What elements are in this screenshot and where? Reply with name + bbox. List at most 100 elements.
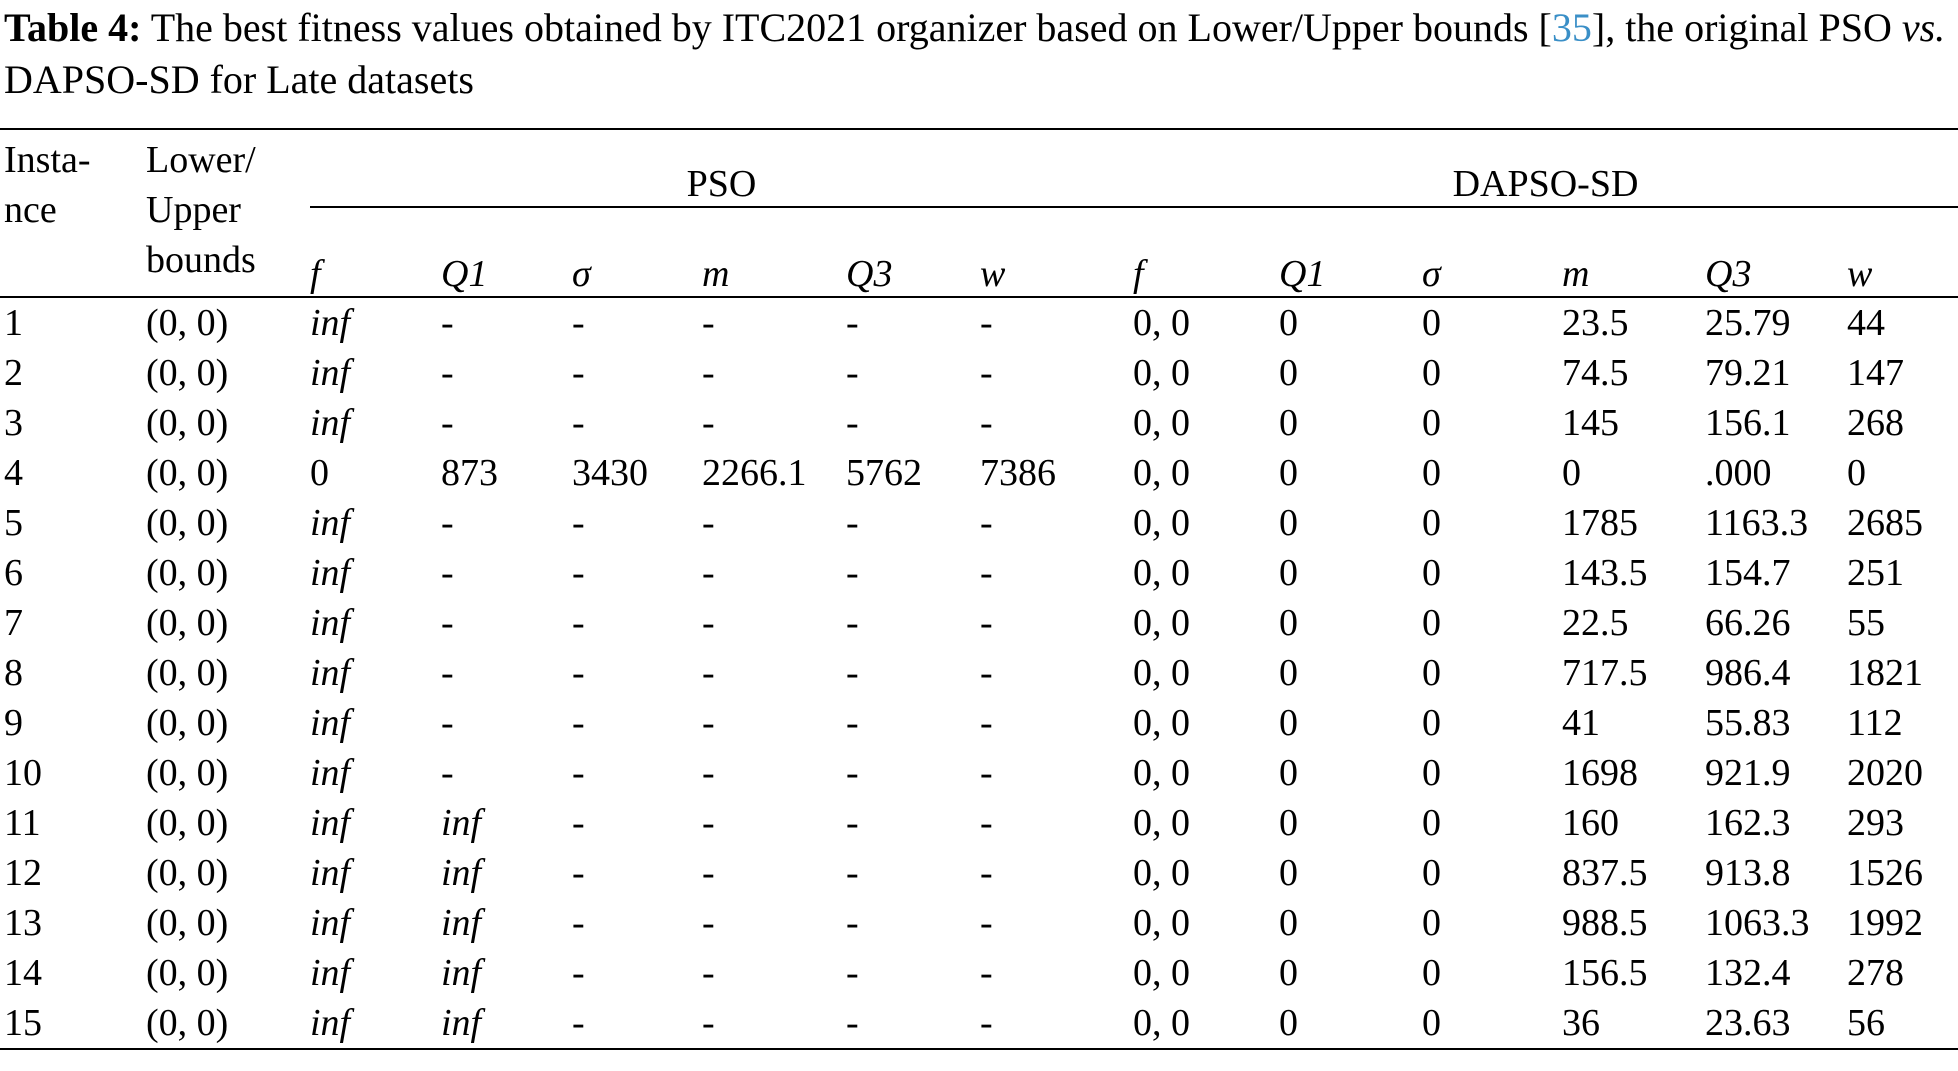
cell-pso-q1: - [441,502,454,544]
header-bounds-line: Lower/ [146,139,256,181]
cell-pso-sigma: - [572,652,585,694]
caption-label: Table 4: [4,5,142,50]
citation-link[interactable]: 35 [1551,5,1592,50]
cell-dapso-w: 1526 [1847,852,1923,894]
cell-pso-sigma: - [572,952,585,994]
header-dapso-q1: Q1 [1279,253,1326,295]
cell-pso-f: inf [310,802,351,844]
cell-instance: 1 [4,302,23,344]
cell-instance: 5 [4,502,23,544]
cell-pso-w: - [980,1002,993,1044]
header-instance-line: Insta- [4,139,91,181]
cell-dapso-f: 0, 0 [1133,752,1190,794]
cell-pso-m: - [702,802,715,844]
cell-pso-w: - [980,302,993,344]
cell-pso-q1: - [441,652,454,694]
cell-pso-w: - [980,952,993,994]
cell-pso-q3: - [846,402,859,444]
cell-instance: 4 [4,452,23,494]
cell-dapso-w: 1992 [1847,902,1923,944]
cell-pso-f: inf [310,1002,351,1044]
cell-dapso-sigma: 0 [1422,352,1441,394]
cell-pso-m: - [702,502,715,544]
cell-dapso-q1: 0 [1279,1002,1298,1044]
caption-text: DAPSO-SD for Late datasets [4,57,474,102]
cell-dapso-w: 44 [1847,302,1885,344]
cell-dapso-f: 0, 0 [1133,652,1190,694]
cell-dapso-f: 0, 0 [1133,1002,1190,1044]
cell-pso-m: - [702,302,715,344]
cell-dapso-sigma: 0 [1422,602,1441,644]
cell-pso-w: - [980,752,993,794]
cell-dapso-w: 0 [1847,452,1866,494]
cell-dapso-m: 988.5 [1562,902,1648,944]
cell-dapso-q1: 0 [1279,302,1298,344]
cell-dapso-f: 0, 0 [1133,902,1190,944]
cell-dapso-f: 0, 0 [1133,452,1190,494]
cell-dapso-f: 0, 0 [1133,552,1190,594]
cell-pso-w: - [980,802,993,844]
cell-bounds: (0, 0) [146,602,229,644]
cell-pso-f: inf [310,902,351,944]
cell-dapso-m: 41 [1562,702,1600,744]
table-row: 2 (0, 0) inf - - - - - 0, 0 0 0 74.5 79.21 147 [0,348,1958,398]
cell-dapso-sigma: 0 [1422,302,1441,344]
cell-instance: 11 [4,802,41,844]
cell-dapso-f: 0, 0 [1133,852,1190,894]
cell-dapso-sigma: 0 [1422,652,1441,694]
cell-dapso-q3: 154.7 [1705,552,1791,594]
header-pso-q3: Q3 [846,253,893,295]
cell-pso-f: inf [310,752,351,794]
header-dapso-q3: Q3 [1705,253,1752,295]
cell-bounds: (0, 0) [146,552,229,594]
table-row: 7 (0, 0) inf - - - - - 0, 0 0 0 22.5 66.26 55 [0,598,1958,648]
cell-dapso-q3: 156.1 [1705,402,1791,444]
cell-bounds: (0, 0) [146,302,229,344]
cell-dapso-w: 55 [1847,602,1885,644]
cell-bounds: (0, 0) [146,702,229,744]
cell-pso-f: inf [310,502,351,544]
cell-bounds: (0, 0) [146,402,229,444]
cell-pso-q3: - [846,352,859,394]
cell-dapso-m: 23.5 [1562,302,1629,344]
table-body: 1 (0, 0) inf - - - - - 0, 0 0 0 23.5 25.79 44 2 (0, 0) i… [0,298,1958,1048]
table-row: 10 (0, 0) inf - - - - - 0, 0 0 0 1698 921.9 2020 [0,748,1958,798]
cell-dapso-sigma: 0 [1422,402,1441,444]
cell-pso-sigma: - [572,902,585,944]
cell-bounds: (0, 0) [146,852,229,894]
cell-dapso-f: 0, 0 [1133,302,1190,344]
cell-pso-q1: - [441,302,454,344]
cell-pso-q1: inf [441,1002,482,1044]
cell-dapso-q3: 25.79 [1705,302,1791,344]
cell-dapso-q1: 0 [1279,602,1298,644]
cell-pso-w: 7386 [980,452,1056,494]
cell-dapso-sigma: 0 [1422,902,1441,944]
cell-pso-m: - [702,702,715,744]
cell-dapso-w: 251 [1847,552,1904,594]
cell-pso-q3: - [846,302,859,344]
cell-dapso-q3: 55.83 [1705,702,1791,744]
table-row: 12 (0, 0) inf inf - - - - 0, 0 0 0 837.5 913.8 1526 [0,848,1958,898]
cell-bounds: (0, 0) [146,452,229,494]
cell-dapso-w: 293 [1847,802,1904,844]
cell-pso-f: inf [310,402,351,444]
cell-bounds: (0, 0) [146,352,229,394]
cell-instance: 15 [4,1002,42,1044]
cell-pso-q1: inf [441,952,482,994]
cell-pso-f: inf [310,352,351,394]
cell-instance: 7 [4,602,23,644]
cell-dapso-q1: 0 [1279,352,1298,394]
table-caption: Table 4: The best fitness values obtaine… [4,2,1954,106]
cell-bounds: (0, 0) [146,652,229,694]
cell-pso-sigma: - [572,852,585,894]
cell-pso-q3: - [846,702,859,744]
header-pso-w: w [980,253,1006,295]
cell-pso-m: 2266.1 [702,452,807,494]
cell-dapso-q1: 0 [1279,402,1298,444]
caption-vs: vs. [1901,5,1946,50]
table-row: 3 (0, 0) inf - - - - - 0, 0 0 0 145 156.1 268 [0,398,1958,448]
cell-pso-q1: 873 [441,452,498,494]
cell-pso-m: - [702,1002,715,1044]
cell-pso-sigma: - [572,702,585,744]
